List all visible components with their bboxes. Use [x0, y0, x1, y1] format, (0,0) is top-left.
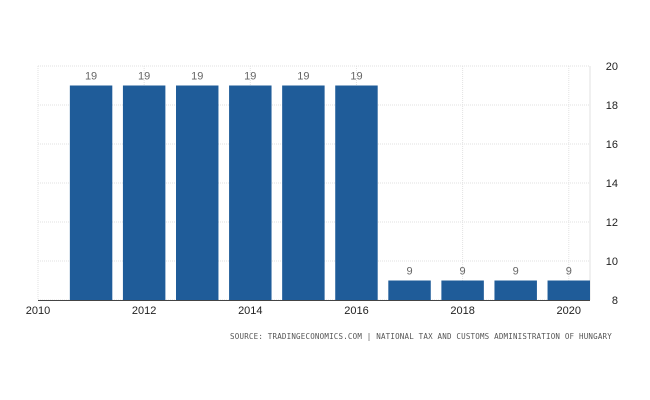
source-note: SOURCE: TRADINGECONOMICS.COM | NATIONAL …	[230, 332, 612, 341]
bar	[547, 280, 590, 300]
x-tick-label: 2012	[132, 305, 156, 317]
data-label: 19	[350, 71, 362, 83]
bar	[441, 280, 484, 300]
data-label: 19	[244, 71, 256, 83]
y-tick-label: 14	[606, 178, 618, 190]
data-label: 19	[85, 71, 97, 83]
data-label: 19	[297, 71, 309, 83]
y-tick-label: 8	[612, 295, 618, 307]
bar	[69, 85, 113, 300]
bar	[335, 85, 378, 300]
y-tick-label: 12	[606, 217, 618, 229]
y-tick-label: 20	[606, 61, 618, 73]
bar	[176, 85, 219, 300]
data-label: 19	[138, 71, 150, 83]
bar	[122, 85, 166, 300]
data-label: 19	[191, 71, 203, 83]
bar	[388, 280, 431, 300]
x-tick-label: 2010	[26, 305, 50, 317]
data-label: 9	[460, 266, 466, 278]
x-tick-label: 2020	[557, 305, 581, 317]
data-label: 9	[513, 266, 519, 278]
y-tick-label: 10	[606, 256, 618, 268]
bar	[229, 85, 272, 300]
data-label: 9	[406, 266, 412, 278]
bar	[282, 85, 325, 300]
x-tick-label: 2014	[238, 305, 262, 317]
y-tick-label: 18	[606, 100, 618, 112]
data-label: 9	[566, 266, 572, 278]
bar	[494, 280, 537, 300]
y-tick-label: 16	[606, 139, 618, 151]
x-tick-label: 2016	[344, 305, 368, 317]
x-tick-label: 2018	[450, 305, 474, 317]
